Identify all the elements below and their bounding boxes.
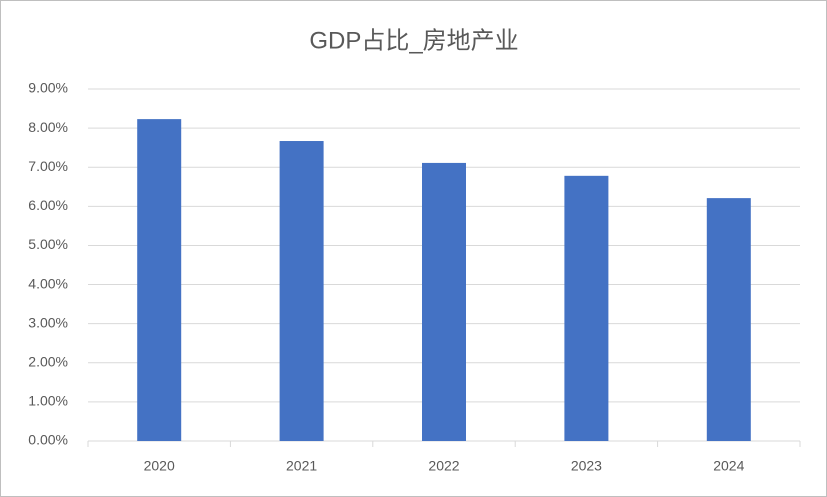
x-tick-label: 2022 [428, 458, 459, 474]
y-tick-label: 3.00% [28, 314, 68, 330]
x-tick-label: 2023 [571, 458, 602, 474]
bar [564, 175, 609, 441]
y-tick-label: 8.00% [28, 119, 68, 135]
chart-title: GDP占比_房地产业 [309, 27, 518, 54]
x-tick-label: 2020 [144, 458, 175, 474]
y-tick-label: 5.00% [28, 236, 68, 252]
y-tick-label: 6.00% [28, 197, 68, 213]
y-tick-label: 7.00% [28, 158, 68, 174]
bar [137, 119, 182, 442]
y-tick-label: 4.00% [28, 275, 68, 291]
x-tick-label: 2024 [713, 458, 744, 474]
x-tick-label: 2021 [286, 458, 317, 474]
bar [422, 162, 466, 442]
y-tick-label: 9.00% [28, 80, 68, 96]
bar [279, 141, 324, 442]
y-tick-label: 2.00% [28, 353, 68, 369]
bar [706, 198, 751, 441]
y-tick-label: 0.00% [28, 432, 68, 448]
y-tick-label: 1.00% [28, 393, 68, 409]
